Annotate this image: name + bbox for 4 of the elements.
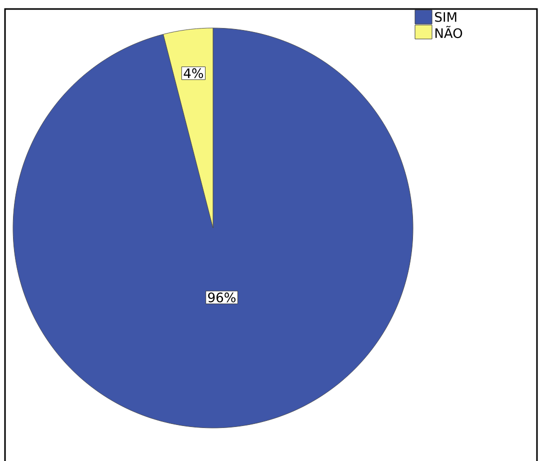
- legend-label: SIM: [435, 12, 456, 22]
- data-label: 4%: [184, 68, 204, 78]
- data-label: 96%: [208, 292, 236, 302]
- legend-label: NÃO: [435, 26, 462, 38]
